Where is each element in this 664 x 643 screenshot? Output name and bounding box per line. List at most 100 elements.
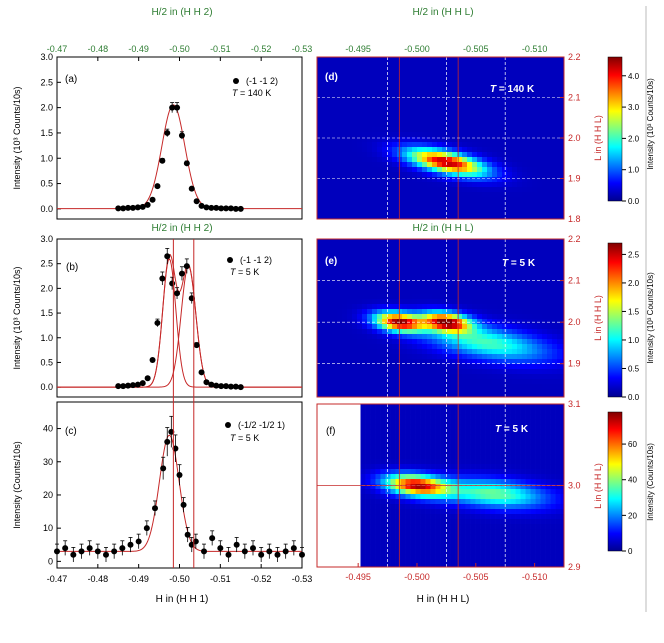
panel-e-heat-cell (527, 274, 532, 279)
panel-e-heat-cell (357, 374, 362, 379)
panel-e-heat-cell (317, 269, 322, 274)
panel-f-heat-cell (536, 444, 541, 449)
panel-d-heat-cell (447, 102, 452, 107)
panel-e-heat-cell (342, 389, 347, 394)
panel-e-heat-cell (487, 344, 492, 349)
panel-e-heat-cell (487, 349, 492, 354)
panel-f-heat-cell (381, 474, 386, 479)
panel-f-heat-cell (436, 494, 441, 499)
panel-e-heat-cell (422, 324, 427, 329)
panel-e-heat-cell (417, 329, 422, 334)
panel-d-heat-cell (432, 122, 437, 127)
panel-d-heat-cell (482, 57, 487, 62)
panel-e-heat-cell (417, 349, 422, 354)
panel-f-heat-cell (481, 494, 486, 499)
panel-f-heat-cell (531, 414, 536, 419)
panel-d-heat-cell (412, 147, 417, 152)
panel-f-heat-cell (451, 464, 456, 469)
panel-d-heat-cell (382, 207, 387, 212)
panel-e-heat-cell (412, 389, 417, 394)
panel-e-heat-cell (437, 349, 442, 354)
panel-d-heat-cell (337, 207, 342, 212)
panel-d-heat-cell (412, 182, 417, 187)
panel-e-heat-cell (372, 249, 377, 254)
panel-d-heat-cell (557, 207, 562, 212)
panel-e-heat-cell (462, 294, 467, 299)
panel-e-heat-cell (512, 324, 517, 329)
panel-d-heat-cell (502, 192, 507, 197)
panel-d-heat-cell (547, 72, 552, 77)
panel-f-heat-cell (466, 459, 471, 464)
panel-e-heat-cell (542, 354, 547, 359)
panel-d-heat-cell (532, 172, 537, 177)
panel-c-legend: (-1/2 -1/2 1) (238, 420, 285, 430)
panel-e-heat-cell (492, 369, 497, 374)
panel-e-heat-cell (372, 304, 377, 309)
panel-e-heat-cell (342, 384, 347, 389)
panel-e-heat-cell (447, 374, 452, 379)
panel-d-heat-cell (412, 117, 417, 122)
panel-f-heat-cell (436, 414, 441, 419)
panel-e-heat-cell (367, 284, 372, 289)
panel-d-heat-cell (392, 107, 397, 112)
panel-f-heat-cell (391, 469, 396, 474)
panel-e-heat-cell (472, 259, 477, 264)
panel-e-heat-cell (332, 384, 337, 389)
panel-f-heat-cell (391, 424, 396, 429)
panel-d-heat-cell (317, 157, 322, 162)
panel-e-heat-cell (507, 304, 512, 309)
panel-f-heat-cell (466, 484, 471, 489)
panel-d-heat-cell (557, 157, 562, 162)
panel-e-heat-cell (322, 389, 327, 394)
panel-e-heat-cell (477, 324, 482, 329)
panel-e-heat-cell (517, 329, 522, 334)
panel-f-heat-cell (426, 494, 431, 499)
panel-e-heat-cell (502, 349, 507, 354)
panel-d-heat-cell (367, 62, 372, 67)
panel-f-heat-cell (526, 559, 531, 564)
panel-d-heat-cell (467, 167, 472, 172)
panel-e-heat-cell (467, 314, 472, 319)
panel-f-heat-cell (486, 409, 491, 414)
panel-f-heat-cell (386, 419, 391, 424)
panel-f-heat-cell (546, 559, 551, 564)
panel-e-heat-cell (417, 324, 422, 329)
panel-e-heat-cell (427, 239, 432, 244)
panel-f-heat-cell (441, 514, 446, 519)
panel-d-heat-cell (472, 177, 477, 182)
panel-d-heat-cell (417, 122, 422, 127)
panel-e-heat-cell (367, 239, 372, 244)
panel-f-heat-cell (471, 474, 476, 479)
panel-f-heat-cell (441, 439, 446, 444)
panel-e-rtick-label-0: 1.9 (568, 359, 581, 369)
panel-d-heat-cell (412, 187, 417, 192)
panel-d-heat-cell (422, 127, 427, 132)
panel-e-heat-cell (427, 369, 432, 374)
panel-f-heat-cell (361, 499, 366, 504)
panel-e-heat-cell (512, 279, 517, 284)
panel-f-heat-cell (366, 449, 371, 454)
panel-d-heat-cell (537, 82, 542, 87)
panel-f-heat-cell (391, 404, 396, 409)
panel-e-heat-cell (477, 309, 482, 314)
panel-d-heat-cell (447, 87, 452, 92)
panel-f-heat-cell (516, 484, 521, 489)
panel-f-heat-cell (421, 464, 426, 469)
panel-e-heat-cell (372, 274, 377, 279)
panel-f-heat-cell (421, 504, 426, 509)
panel-d-heat-cell (347, 77, 352, 82)
panel-d-heat-cell (447, 82, 452, 87)
panel-d-heat-cell (412, 77, 417, 82)
panel-e-heat-cell (432, 364, 437, 369)
panel-e-heat-cell (507, 269, 512, 274)
panel-d-heat-cell (497, 62, 502, 67)
panel-d-heat-cell (362, 207, 367, 212)
panel-e-heat-cell (422, 254, 427, 259)
panel-d-heat-cell (437, 122, 442, 127)
panel-e-heat-cell (522, 354, 527, 359)
panel-e-heat-cell (412, 314, 417, 319)
panel-e-heat-cell (522, 324, 527, 329)
panel-f-heat-cell (436, 484, 441, 489)
panel-d-heat-cell (432, 162, 437, 167)
panel-e-heat-cell (482, 379, 487, 384)
